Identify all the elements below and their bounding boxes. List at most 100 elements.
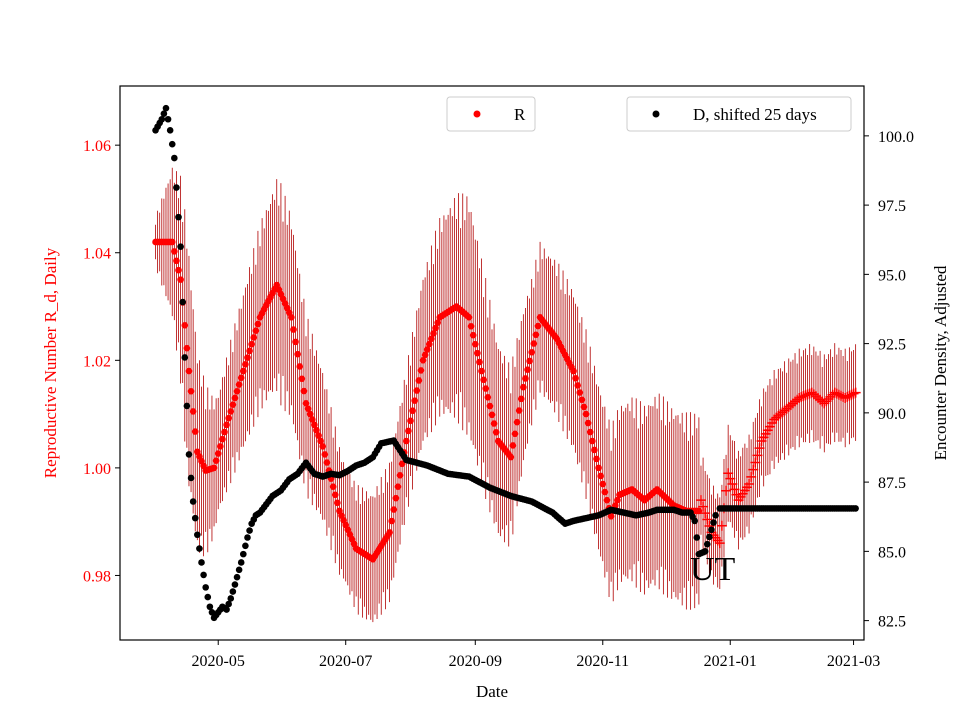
r-point bbox=[334, 499, 341, 507]
r-point bbox=[227, 408, 235, 415]
r-point bbox=[419, 357, 427, 364]
r-point bbox=[237, 374, 245, 382]
d-point bbox=[160, 110, 168, 117]
d-point bbox=[200, 571, 207, 579]
r-point bbox=[392, 494, 400, 502]
r-point bbox=[490, 420, 498, 427]
r-point bbox=[252, 327, 260, 335]
r-errorbars bbox=[155, 167, 857, 623]
annotation-ut: UT bbox=[690, 551, 736, 588]
r-point bbox=[578, 396, 586, 404]
r-point bbox=[526, 357, 533, 365]
r-late-point bbox=[752, 450, 763, 461]
r-point bbox=[306, 410, 314, 418]
r-point bbox=[321, 451, 329, 458]
tick-marks-and-labels: 2020-05 2020-07 2020-09 2020-11 2021-01 2021-… bbox=[83, 129, 914, 670]
d-point bbox=[703, 540, 711, 548]
r-point bbox=[534, 322, 542, 330]
r-point bbox=[313, 426, 320, 434]
r-series-points bbox=[152, 238, 861, 563]
r-point bbox=[388, 517, 395, 525]
r-late-point bbox=[744, 479, 755, 490]
r-point bbox=[183, 344, 191, 352]
r-late-point bbox=[725, 473, 736, 484]
r-late-point bbox=[716, 520, 727, 531]
r-point bbox=[517, 395, 525, 403]
r-point bbox=[515, 407, 523, 414]
r-late-point bbox=[727, 479, 738, 490]
r-point bbox=[187, 387, 195, 395]
r-point bbox=[589, 437, 596, 445]
r-late-point bbox=[842, 391, 853, 402]
r-point bbox=[607, 512, 615, 520]
r-point bbox=[185, 367, 193, 375]
r-point bbox=[520, 383, 527, 391]
r-point bbox=[177, 276, 184, 283]
r-late-point bbox=[748, 464, 759, 475]
r-late-point bbox=[850, 387, 861, 398]
r-point bbox=[235, 381, 243, 388]
r-point bbox=[584, 419, 592, 427]
y-right-tick-label: 85.0 bbox=[878, 544, 906, 561]
r-late-point bbox=[833, 389, 844, 400]
x-axis-label: Date bbox=[476, 682, 508, 701]
d-point bbox=[181, 354, 189, 361]
r-late-point bbox=[721, 485, 732, 496]
d-point bbox=[177, 243, 184, 250]
r-point bbox=[509, 442, 517, 449]
r-point bbox=[394, 483, 402, 491]
y-left-tick-label: 1.00 bbox=[83, 461, 111, 478]
r-point bbox=[428, 335, 435, 343]
d-point bbox=[183, 402, 191, 410]
r-point bbox=[593, 455, 600, 463]
d-point bbox=[246, 527, 253, 534]
r-point bbox=[231, 394, 239, 402]
r-point bbox=[426, 340, 433, 348]
r-point bbox=[214, 450, 222, 457]
d-point bbox=[223, 606, 230, 613]
x-tick-label: 2021-01 bbox=[704, 653, 757, 670]
y-right-tick-label: 97.5 bbox=[878, 198, 906, 215]
r-point bbox=[507, 453, 515, 461]
r-late-point bbox=[823, 394, 834, 405]
d-point bbox=[691, 517, 699, 525]
r-point bbox=[488, 411, 496, 419]
d-point bbox=[198, 559, 205, 566]
r-point bbox=[329, 483, 337, 491]
y-right-tick-label: 95.0 bbox=[878, 267, 906, 284]
d-point bbox=[187, 474, 195, 482]
r-late-point bbox=[723, 468, 734, 479]
r-point bbox=[432, 324, 439, 332]
r-point bbox=[511, 430, 519, 438]
r-point bbox=[315, 432, 322, 439]
r-point bbox=[296, 363, 304, 370]
r-point bbox=[421, 351, 429, 359]
r-point bbox=[233, 387, 241, 395]
y-right-tick-label: 90.0 bbox=[878, 406, 906, 423]
d-point bbox=[244, 534, 251, 541]
r-point bbox=[476, 358, 483, 366]
r-point bbox=[317, 437, 324, 445]
r-late-point bbox=[819, 398, 830, 409]
r-point bbox=[181, 322, 189, 329]
r-point bbox=[586, 428, 594, 436]
d-point bbox=[242, 542, 249, 550]
legend-r-label: R bbox=[514, 105, 526, 124]
d-point bbox=[708, 526, 715, 534]
legend-r-frame bbox=[446, 96, 536, 132]
legend-d-marker bbox=[652, 110, 660, 118]
d-flat-point bbox=[852, 505, 859, 512]
r-point bbox=[212, 457, 220, 465]
r-point bbox=[486, 402, 494, 410]
r-point bbox=[300, 387, 308, 395]
r-point bbox=[229, 401, 237, 408]
y-right-tick-label: 100.0 bbox=[878, 129, 914, 146]
d-point bbox=[158, 115, 166, 123]
r-point bbox=[409, 407, 416, 415]
d-series-points bbox=[152, 104, 859, 622]
r-point bbox=[528, 348, 536, 356]
d-point bbox=[185, 451, 193, 458]
r-point bbox=[434, 319, 441, 326]
r-point bbox=[407, 417, 414, 425]
